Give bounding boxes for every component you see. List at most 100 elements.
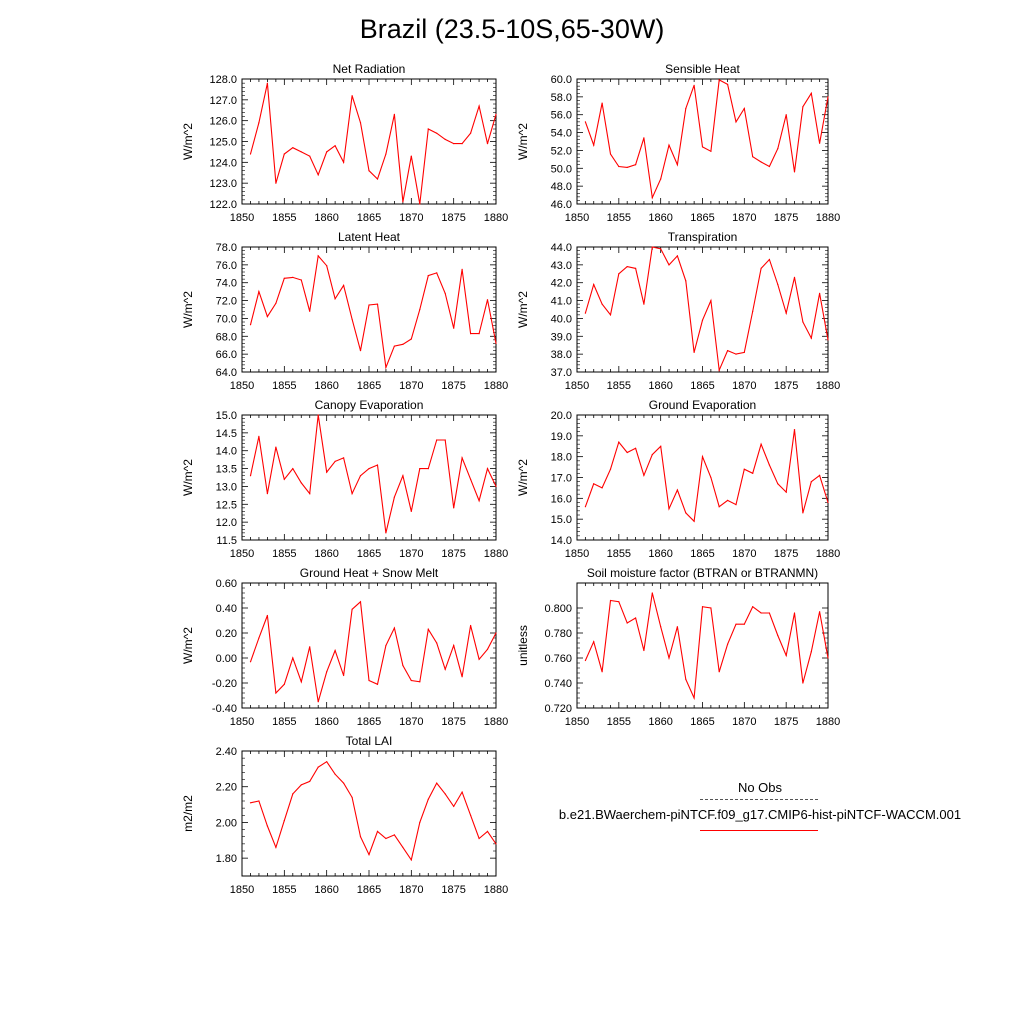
y-tick-label: 125.0 (209, 137, 237, 149)
data-point (609, 468, 612, 470)
data-point (258, 122, 260, 124)
plot-frame (241, 750, 497, 877)
data-point (651, 246, 653, 248)
panel-3: 1850 1855 1860 1865 1870 1875 1880 64.0 66.0 68.0… (181, 230, 508, 392)
data-point (300, 784, 302, 786)
y-tick-label: 76.0 (216, 260, 237, 272)
data-point (718, 369, 720, 371)
x-tick-label: 1870 (399, 212, 423, 224)
x-tick-label: 1870 (732, 380, 756, 392)
data-point (444, 668, 446, 670)
x-tick-label: 1850 (230, 380, 254, 392)
x-tick-label: 1850 (230, 884, 254, 896)
data-point (410, 859, 412, 861)
data-point (359, 122, 362, 124)
data-point (760, 612, 762, 614)
data-point (309, 155, 311, 157)
data-point (802, 682, 804, 684)
data-point (292, 276, 294, 278)
data-point (495, 113, 497, 115)
y-tick-label: 16.0 (551, 493, 572, 505)
data-point (258, 435, 260, 437)
data-point (727, 350, 729, 352)
y-tick-label: 78.0 (216, 242, 237, 254)
y-tick-label: 14.5 (216, 428, 237, 440)
x-tick-label: 1875 (774, 548, 798, 560)
data-point (326, 671, 328, 673)
data-point (626, 166, 628, 168)
y-axis-label: W/m^2 (516, 123, 530, 160)
y-tick-label: 0.800 (544, 603, 572, 615)
y-tick-label: 0.40 (216, 603, 237, 615)
data-point (785, 114, 787, 116)
y-tick-label: 127.0 (209, 95, 237, 107)
data-point (470, 624, 472, 627)
data-point (419, 681, 421, 683)
data-point (478, 333, 480, 335)
data-point (410, 338, 412, 340)
data-point (351, 95, 353, 97)
x-tick-label: 1860 (314, 212, 338, 224)
data-point (827, 657, 829, 659)
data-point (444, 138, 446, 140)
data-point (618, 273, 620, 275)
data-point (402, 201, 404, 203)
series-line (584, 246, 829, 373)
data-point (351, 318, 353, 320)
data-point (593, 641, 595, 643)
y-tick-label: 18.0 (551, 452, 572, 464)
y-tick-label: 19.0 (551, 431, 572, 443)
data-point (258, 637, 260, 639)
data-point (359, 350, 362, 352)
data-point (368, 679, 370, 682)
data-point (584, 506, 587, 508)
x-tick-label: 1880 (484, 548, 508, 560)
data-point (660, 178, 662, 180)
y-tick-label: 66.0 (216, 349, 237, 361)
data-point (470, 478, 472, 480)
data-point (326, 471, 328, 473)
data-point (470, 333, 472, 335)
data-point (710, 300, 712, 302)
x-tick-label: 1850 (565, 716, 589, 728)
data-point (393, 113, 395, 115)
data-point (436, 272, 438, 274)
y-tick-label: 12.0 (216, 517, 237, 529)
data-point (470, 132, 472, 134)
data-point (419, 468, 421, 470)
data-point (461, 791, 463, 793)
data-point (609, 314, 612, 316)
plot-frame (241, 414, 497, 541)
data-point (676, 489, 679, 491)
data-point (735, 504, 737, 506)
data-point (275, 692, 277, 694)
data-point (785, 491, 787, 493)
y-axis-label: W/m^2 (181, 291, 195, 328)
data-point (385, 532, 387, 534)
panel-6: 1850 1855 1860 1865 1870 1875 1880 14.0 15.0 16.0… (516, 398, 840, 560)
y-tick-label: 13.0 (216, 481, 237, 493)
data-point (436, 642, 438, 644)
y-tick-label: 0.00 (216, 653, 237, 665)
data-point (601, 487, 603, 489)
x-tick-label: 1855 (272, 884, 296, 896)
data-point (419, 203, 421, 205)
data-point (453, 143, 455, 145)
series-line (249, 254, 497, 370)
x-tick-label: 1855 (272, 716, 296, 728)
y-axis-label: m2/m2 (181, 795, 195, 832)
data-point (351, 796, 353, 799)
data-point (427, 128, 429, 130)
x-tick-label: 1865 (357, 380, 381, 392)
y-tick-label: 0.740 (544, 678, 572, 690)
x-tick-label: 1850 (565, 380, 589, 392)
data-point (810, 92, 812, 94)
data-point (495, 632, 497, 634)
plot-frame (576, 246, 829, 373)
panel-title: Soil moisture factor (BTRAN or BTRANMN) (587, 566, 818, 580)
panel-1: 1850 1855 1860 1865 1870 1875 1880 122.0 123.0 12… (181, 62, 508, 224)
y-tick-label: -0.20 (212, 678, 237, 690)
data-point (317, 174, 319, 176)
data-point (693, 697, 695, 699)
data-point (385, 644, 387, 647)
